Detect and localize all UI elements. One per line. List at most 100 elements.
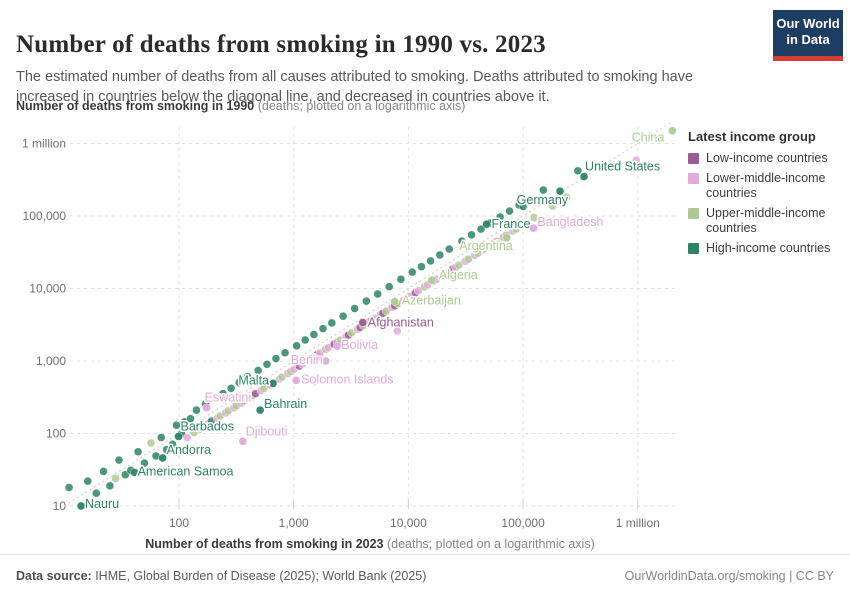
- data-point-bangladesh[interactable]: [529, 223, 538, 233]
- country-label-bolivia: Bolivia: [341, 338, 378, 352]
- data-point[interactable]: [338, 311, 348, 321]
- data-point[interactable]: [350, 304, 359, 313]
- data-point[interactable]: [505, 206, 514, 216]
- data-point[interactable]: [457, 236, 467, 246]
- legend-swatch-low-income: [688, 153, 699, 164]
- data-point[interactable]: [495, 212, 505, 222]
- data-point[interactable]: [298, 359, 307, 369]
- data-point-france[interactable]: [482, 220, 491, 229]
- data-point[interactable]: [327, 318, 337, 328]
- legend-item-upper-middle-income[interactable]: Upper-middle-income countries: [688, 206, 846, 236]
- data-point[interactable]: [301, 335, 310, 345]
- legend-item-high-income[interactable]: High-income countries: [688, 241, 846, 256]
- data-point[interactable]: [99, 467, 108, 476]
- data-point[interactable]: [271, 354, 281, 363]
- data-point-united-states[interactable]: [579, 172, 589, 181]
- data-point-american-samoa[interactable]: [130, 468, 139, 477]
- legend-swatch-high-income: [688, 243, 699, 254]
- data-point[interactable]: [146, 438, 156, 448]
- data-point[interactable]: [186, 414, 195, 423]
- data-point[interactable]: [414, 286, 423, 295]
- y-axis-title: Number of deaths from smoking in 1990 (d…: [16, 99, 465, 113]
- data-point[interactable]: [172, 421, 181, 430]
- license-credit[interactable]: OurWorldinData.org/smoking | CC BY: [624, 569, 834, 583]
- data-point[interactable]: [441, 269, 451, 278]
- data-point-azerbaijan[interactable]: [390, 297, 399, 306]
- data-point-china[interactable]: [668, 126, 677, 135]
- data-point-eswatini[interactable]: [202, 403, 211, 412]
- data-point[interactable]: [548, 201, 557, 211]
- data-point-bolivia[interactable]: [333, 342, 342, 351]
- data-point[interactable]: [445, 244, 454, 254]
- data-point-germany[interactable]: [555, 186, 565, 196]
- data-point[interactable]: [292, 341, 301, 351]
- data-point[interactable]: [408, 267, 417, 277]
- data-point[interactable]: [562, 192, 571, 202]
- data-point[interactable]: [309, 330, 319, 339]
- data-point[interactable]: [473, 249, 483, 258]
- data-point[interactable]: [464, 255, 473, 264]
- data-point[interactable]: [64, 483, 74, 492]
- data-point[interactable]: [309, 377, 319, 386]
- data-point[interactable]: [243, 372, 252, 381]
- data-point-solomon-islands[interactable]: [291, 376, 301, 385]
- data-point[interactable]: [92, 489, 101, 498]
- data-point[interactable]: [467, 230, 476, 240]
- data-point[interactable]: [210, 394, 219, 404]
- data-point[interactable]: [417, 262, 426, 271]
- data-point-malta[interactable]: [268, 379, 278, 388]
- data-point-djibouti[interactable]: [238, 437, 248, 446]
- data-point-afghanistan[interactable]: [358, 318, 367, 327]
- data-point[interactable]: [121, 470, 130, 479]
- data-point[interactable]: [162, 445, 171, 454]
- data-point-bahrain[interactable]: [255, 405, 265, 415]
- data-point[interactable]: [426, 256, 435, 266]
- data-point[interactable]: [483, 243, 492, 252]
- data-point[interactable]: [511, 224, 521, 234]
- data-point-nauru[interactable]: [76, 501, 86, 511]
- data-point[interactable]: [318, 324, 328, 333]
- data-point[interactable]: [492, 237, 502, 246]
- data-point[interactable]: [157, 433, 166, 442]
- data-point[interactable]: [133, 447, 143, 456]
- data-point-algeria[interactable]: [427, 276, 437, 285]
- data-point[interactable]: [280, 348, 290, 357]
- data-point[interactable]: [83, 476, 92, 486]
- data-point[interactable]: [105, 481, 115, 490]
- legend-item-low-income[interactable]: Low-income countries: [688, 151, 846, 166]
- data-point[interactable]: [111, 474, 120, 483]
- chart-footer: Data source: IHME, Global Burden of Dise…: [0, 554, 850, 600]
- data-point[interactable]: [306, 354, 316, 363]
- data-point[interactable]: [539, 185, 548, 195]
- data-point[interactable]: [373, 289, 382, 299]
- data-point[interactable]: [362, 296, 371, 306]
- data-point[interactable]: [235, 378, 244, 387]
- data-point[interactable]: [226, 384, 236, 393]
- data-point[interactable]: [476, 224, 486, 234]
- data-point[interactable]: [393, 326, 402, 336]
- data-point[interactable]: [396, 275, 406, 284]
- data-point[interactable]: [632, 155, 641, 165]
- data-point[interactable]: [218, 389, 228, 398]
- data-point[interactable]: [573, 166, 583, 176]
- data-point[interactable]: [192, 405, 201, 415]
- data-point-benin[interactable]: [321, 356, 330, 366]
- data-point-barbados[interactable]: [174, 432, 183, 441]
- legend-item-lower-middle-income[interactable]: Lower-middle-income countries: [688, 171, 846, 201]
- data-point[interactable]: [183, 433, 192, 442]
- country-label-solomon-islands: Solomon Islands: [301, 372, 393, 386]
- data-point[interactable]: [168, 440, 177, 449]
- data-point[interactable]: [262, 360, 272, 369]
- data-point[interactable]: [530, 213, 539, 222]
- data-point[interactable]: [140, 458, 149, 468]
- data-point[interactable]: [253, 366, 263, 375]
- data-point[interactable]: [518, 202, 528, 211]
- data-point-argentina[interactable]: [502, 233, 511, 243]
- data-point-andorra[interactable]: [158, 453, 167, 463]
- data-point[interactable]: [114, 455, 124, 465]
- owid-logo[interactable]: Our World in Data: [773, 10, 843, 61]
- data-point[interactable]: [454, 260, 463, 270]
- data-point[interactable]: [435, 250, 445, 260]
- data-point[interactable]: [384, 282, 394, 291]
